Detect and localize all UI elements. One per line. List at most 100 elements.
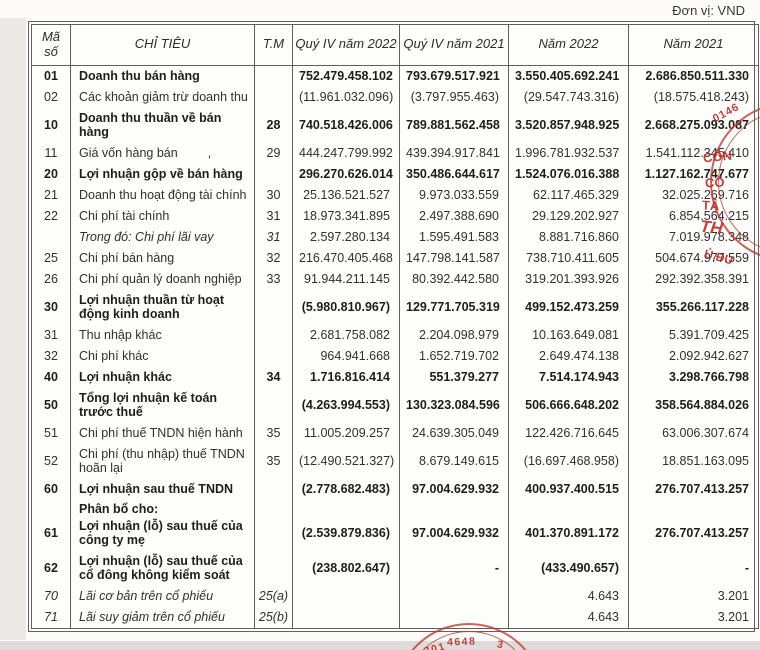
table-row: 21 Doanh thu hoạt động tài chính 30 25.136.… xyxy=(31,184,759,206)
row-value-2021: 1.127.162.747.677 xyxy=(628,163,759,185)
col-header-item: CHỈ TIÊU xyxy=(70,24,255,66)
col-header-year-2021: Năm 2021 xyxy=(628,24,759,66)
row-code: 70 xyxy=(31,585,71,607)
table-row: 31 Thu nhập khác 2.681.758.082 2.204.098.97… xyxy=(31,324,759,346)
row-note: 35 xyxy=(254,422,293,444)
table-row: 22 Chi phí tài chính 31 18.973.341.895 2.497… xyxy=(31,205,759,227)
row-value-q4-2022: 91.944.211.145 xyxy=(292,268,400,290)
row-label: Doanh thu hoạt động tài chính xyxy=(70,184,255,206)
row-code: 25 xyxy=(31,247,71,269)
row-value-q4-2022: (4.263.994.553) xyxy=(292,387,400,423)
table-row: 26 Chi phí quản lý doanh nghiệp 33 91.944.2… xyxy=(31,268,759,290)
scan-edge-left xyxy=(0,18,26,640)
row-note xyxy=(254,499,293,516)
row-value-2021: 276.707.413.257 xyxy=(628,478,759,500)
table-row: 61 Lợi nhuận (lỗ) sau thuế của công ty mẹ… xyxy=(31,515,759,551)
row-label: Lợi nhuận (lỗ) sau thuế của công ty mẹ xyxy=(70,515,255,551)
row-value-2021: 5.391.709.425 xyxy=(628,324,759,346)
row-label: Chi phí quản lý doanh nghiệp xyxy=(70,268,255,290)
row-value-q4-2021: 8.679.149.615 xyxy=(399,443,509,479)
row-code: 31 xyxy=(31,324,71,346)
row-code: 61 xyxy=(31,515,71,551)
row-code: 71 xyxy=(31,606,71,629)
row-note xyxy=(254,550,293,586)
row-value-2021: (18.575.418.243) xyxy=(628,86,759,108)
row-code: 30 xyxy=(31,289,71,325)
row-value-2022: 4.643 xyxy=(508,585,629,607)
table-row: 50 Tổng lợi nhuận kế toán trước thuế (4.26… xyxy=(31,387,759,423)
row-value-q4-2022: 1.716.816.414 xyxy=(292,366,400,388)
row-value-q4-2022: (5.980.810.967) xyxy=(292,289,400,325)
row-value-q4-2022: 2.597.280.134 xyxy=(292,226,400,248)
row-code: 01 xyxy=(31,65,71,87)
table-row: 51 Chi phí thuế TNDN hiện hành 35 11.005.20… xyxy=(31,422,759,444)
row-value-2021: 63.006.307.674 xyxy=(628,422,759,444)
row-code: 51 xyxy=(31,422,71,444)
row-value-2022: 10.163.649.081 xyxy=(508,324,629,346)
row-value-2022: (433.490.657) xyxy=(508,550,629,586)
row-label-text: Giá vốn hàng bán xyxy=(79,146,178,161)
table-row: 62 Lợi nhuận (lỗ) sau thuế của cổ đông kh… xyxy=(31,550,759,586)
row-note xyxy=(254,65,293,87)
row-value-q4-2021 xyxy=(399,499,509,516)
row-code: 10 xyxy=(31,107,71,143)
row-value-q4-2022: 964.941.668 xyxy=(292,345,400,367)
row-note: 31 xyxy=(254,226,293,248)
row-code: 40 xyxy=(31,366,71,388)
row-value-2021: 1.541.112.345.410 xyxy=(628,142,759,164)
row-code: 02 xyxy=(31,86,71,108)
row-label: Lợi nhuận gộp về bán hàng xyxy=(70,163,255,185)
row-value-q4-2021: 9.973.033.559 xyxy=(399,184,509,206)
row-value-2021 xyxy=(628,499,759,516)
table-row: 01 Doanh thu bán hàng 752.479.458.102 793.6… xyxy=(31,65,759,87)
row-value-q4-2022: (238.802.647) xyxy=(292,550,400,586)
table-row: 10 Doanh thu thuần về bán hàng 28 740.518.4… xyxy=(31,107,759,143)
row-value-q4-2021: 97.004.629.932 xyxy=(399,478,509,500)
row-value-q4-2022: 25.136.521.527 xyxy=(292,184,400,206)
row-note xyxy=(254,478,293,500)
table-row: 70 Lãi cơ bản trên cổ phiếu 25(a) 4.643 3.20… xyxy=(31,585,759,607)
row-label: Tổng lợi nhuận kế toán trước thuế xyxy=(70,387,255,423)
row-code: 52 xyxy=(31,443,71,479)
row-label: Lãi cơ bản trên cổ phiếu xyxy=(70,585,255,607)
row-value-2021: 3.298.766.798 xyxy=(628,366,759,388)
income-statement-table: Mã số CHỈ TIÊU T.M Quý IV năm 2022 Quý I… xyxy=(28,21,759,632)
row-code: 20 xyxy=(31,163,71,185)
row-value-q4-2021: 80.392.442.580 xyxy=(399,268,509,290)
row-value-q4-2022 xyxy=(292,499,400,516)
row-note: 25(a) xyxy=(254,585,293,607)
table-row: 02 Các khoản giảm trừ doanh thu (11.961.03… xyxy=(31,86,759,108)
row-label: Doanh thu bán hàng xyxy=(70,65,255,87)
row-value-2021: 7.019.978.348 xyxy=(628,226,759,248)
table-body: 01 Doanh thu bán hàng 752.479.458.102 793.6… xyxy=(31,65,759,629)
row-label: Chi phí khác xyxy=(70,345,255,367)
row-note xyxy=(254,163,293,185)
row-value-2022: 29.129.202.927 xyxy=(508,205,629,227)
row-value-q4-2021: - xyxy=(399,550,509,586)
row-value-2021: 2.668.275.093.087 xyxy=(628,107,759,143)
table-header-row: Mã số CHỈ TIÊU T.M Quý IV năm 2022 Quý I… xyxy=(31,24,759,66)
row-value-q4-2021: 130.323.084.596 xyxy=(399,387,509,423)
scan-edge-bottom xyxy=(0,641,760,650)
row-code: 60 xyxy=(31,478,71,500)
row-value-2022: 3.520.857.948.925 xyxy=(508,107,629,143)
row-value-q4-2022: 2.681.758.082 xyxy=(292,324,400,346)
row-label: Giá vốn hàng bán, xyxy=(70,142,255,164)
row-note: 33 xyxy=(254,268,293,290)
table-row: Trong đó: Chi phí lãi vay 31 2.597.280.134… xyxy=(31,226,759,248)
row-value-2022: 1.524.076.016.388 xyxy=(508,163,629,185)
row-value-q4-2022: 752.479.458.102 xyxy=(292,65,400,87)
row-value-2021: 358.564.884.026 xyxy=(628,387,759,423)
row-value-2022: 4.643 xyxy=(508,606,629,629)
row-note xyxy=(254,86,293,108)
row-value-q4-2021 xyxy=(399,585,509,607)
row-value-q4-2022 xyxy=(292,606,400,629)
row-value-q4-2021: 551.379.277 xyxy=(399,366,509,388)
row-value-q4-2022: (2.778.682.483) xyxy=(292,478,400,500)
col-header-note: T.M xyxy=(254,24,293,66)
row-label: Trong đó: Chi phí lãi vay xyxy=(70,226,255,248)
row-value-q4-2021: 1.595.491.583 xyxy=(399,226,509,248)
row-value-2021: - xyxy=(628,550,759,586)
row-value-2022: 62.117.465.329 xyxy=(508,184,629,206)
row-label: Lợi nhuận thuần từ hoạt động kinh doanh xyxy=(70,289,255,325)
